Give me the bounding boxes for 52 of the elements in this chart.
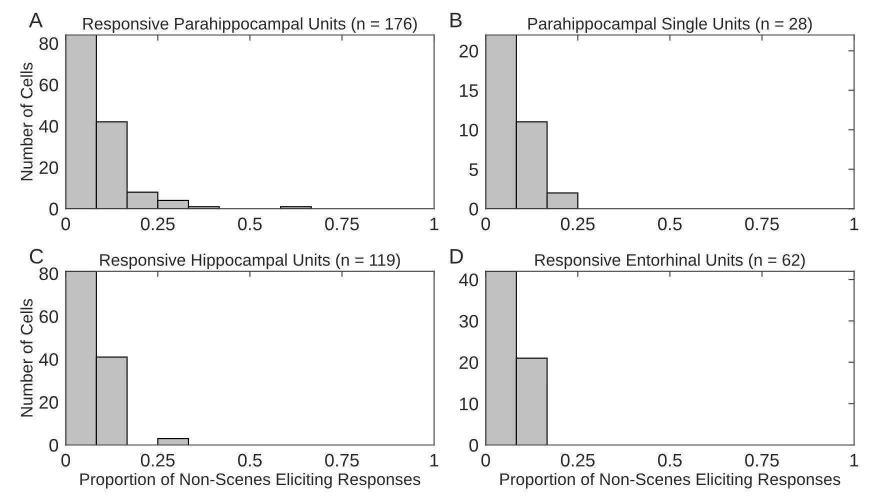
x-tick-label: 0 [481,218,490,230]
y-tick-label: 20 [40,161,58,174]
y-axis-title: Number of Cells [20,298,33,417]
x-tick-label: 0.75 [325,454,359,467]
x-tick-label: 0.25 [560,218,595,230]
x-tick-label: 1 [850,454,858,466]
x-tick-label: 0 [61,218,70,230]
y-tick-label: 40 [39,120,58,133]
y-tick-label: 60 [40,78,58,92]
x-tick-label: 0.75 [745,454,779,467]
chart-title: Parahippocampal Single Units (n = 28) [528,17,812,33]
y-tick-label: 20 [460,356,478,369]
text: D [450,249,463,264]
y-tick-label: 20 [460,44,478,58]
x-tick-label: 1 [850,218,858,230]
y-axis-title: Number of Cells [20,62,33,180]
y-tick-label: 30 [459,314,478,328]
text: B [450,12,462,28]
y-tick-label: 5 [469,163,478,176]
chart-title: Responsive Entorhinal Units (n = 62) [535,254,805,270]
x-tick-label: 1 [430,454,438,466]
y-tick-label: 40 [39,353,58,366]
x-tick-label: 0.5 [658,454,682,467]
x-tick-label: 0 [61,454,70,467]
y-tick-label: 0 [49,438,58,452]
y-tick-label: 0 [469,202,478,216]
y-tick-label: 0 [49,202,58,216]
x-tick-label: 0.25 [560,454,595,467]
x-tick-label: 0.75 [325,218,359,230]
x-tick-label: 0.5 [238,454,262,467]
text: C [30,248,44,264]
y-tick-label: 60 [40,310,58,324]
chart-title: Responsive Parahippocampal Units (n = 176) [83,17,417,33]
text: A [28,12,43,28]
x-tick-label: 1 [430,218,438,230]
y-tick-label: 10 [460,124,478,136]
y-tick-label: 80 [39,267,58,280]
y-tick-label: 40 [459,273,478,286]
y-tick-label: 80 [39,37,58,50]
x-tick-label: 0.5 [238,218,262,230]
x-tick-label: 0.75 [745,218,779,230]
x-tick-label: 0 [481,454,490,467]
chart-title: Responsive Hippocampal Units (n = 119) [100,254,400,270]
x-tick-label: 0.5 [658,218,682,230]
y-tick-label: 15 [460,84,478,97]
x-tick-label: 0.25 [140,454,175,467]
x-tick-label: 0.25 [140,218,175,230]
y-tick-label: 10 [460,398,478,410]
x-axis-title: Proportion of Non-Scenes Eliciting Responses [500,472,840,488]
y-tick-label: 20 [40,396,58,409]
x-axis-title: Proportion of Non-Scenes Eliciting Responses [80,472,420,488]
y-tick-label: 0 [469,438,478,452]
